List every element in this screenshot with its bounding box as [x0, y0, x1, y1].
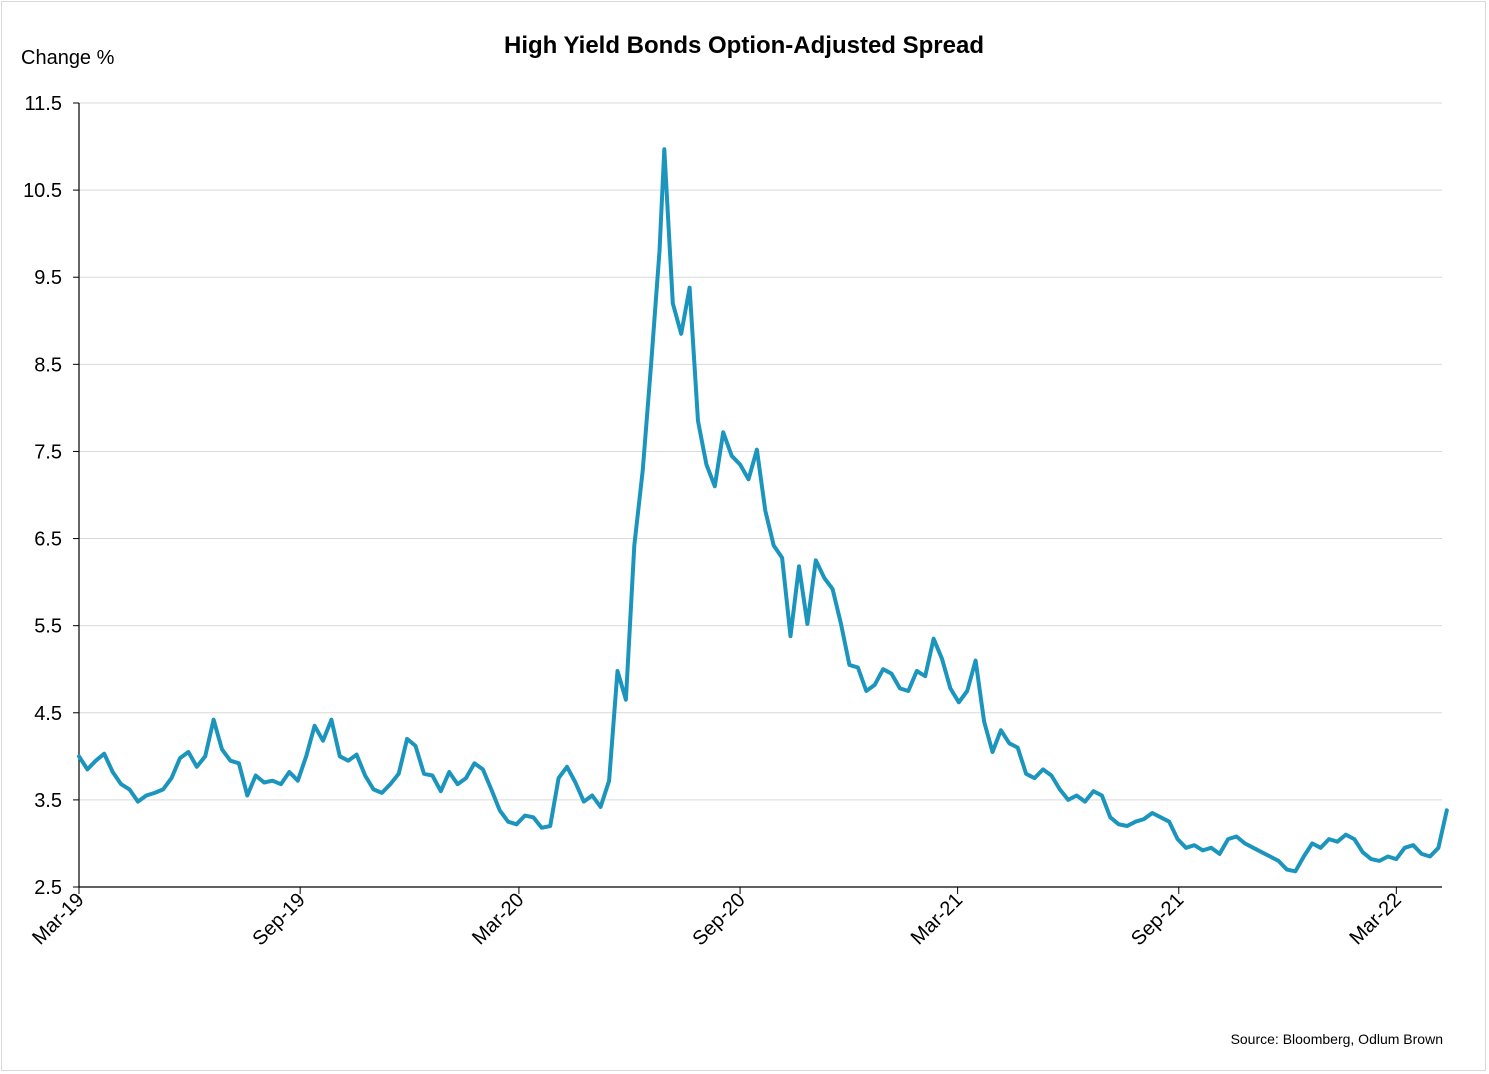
x-tick-label: Sep-19 [249, 889, 310, 950]
y-tick-label: 7.5 [34, 441, 62, 463]
y-tick-label: 10.5 [23, 180, 62, 202]
y-tick-label: 4.5 [34, 703, 62, 725]
x-tick-label: Mar-20 [468, 889, 528, 949]
y-tick-label: 3.5 [34, 790, 62, 812]
gridlines [79, 102, 1442, 801]
y-tick-label: 2.5 [34, 877, 62, 899]
x-tick-label: Mar-21 [907, 889, 967, 949]
x-tick-label: Mar-22 [1346, 889, 1406, 949]
y-tick-label: 8.5 [34, 354, 62, 376]
series-layer [77, 147, 1449, 874]
y-axis-label: Change % [21, 47, 115, 69]
axes [73, 102, 1442, 894]
y-tick-labels: 2.5 3.5 4.5 5.5 6.5 7.5 8.5 9.5 10.5 11.5 [23, 93, 62, 899]
y-tick-label: 11.5 [25, 93, 62, 115]
x-tick-labels: Mar-19 Sep-19 Mar-20 Sep-20 Mar-21 Sep-21 Mar-… [28, 889, 1406, 950]
source-note: Source: Bloomberg, Odlum Brown [1231, 1031, 1443, 1047]
chart-title: High Yield Bonds Option-Adjusted Spread [504, 32, 984, 59]
series-line [77, 147, 1449, 874]
y-tick-label: 5.5 [34, 616, 62, 638]
x-tick-label: Sep-20 [688, 889, 749, 950]
y-tick-label: 9.5 [34, 267, 62, 289]
y-tick-label: 6.5 [34, 529, 62, 551]
x-tick-label: Sep-21 [1127, 889, 1188, 950]
